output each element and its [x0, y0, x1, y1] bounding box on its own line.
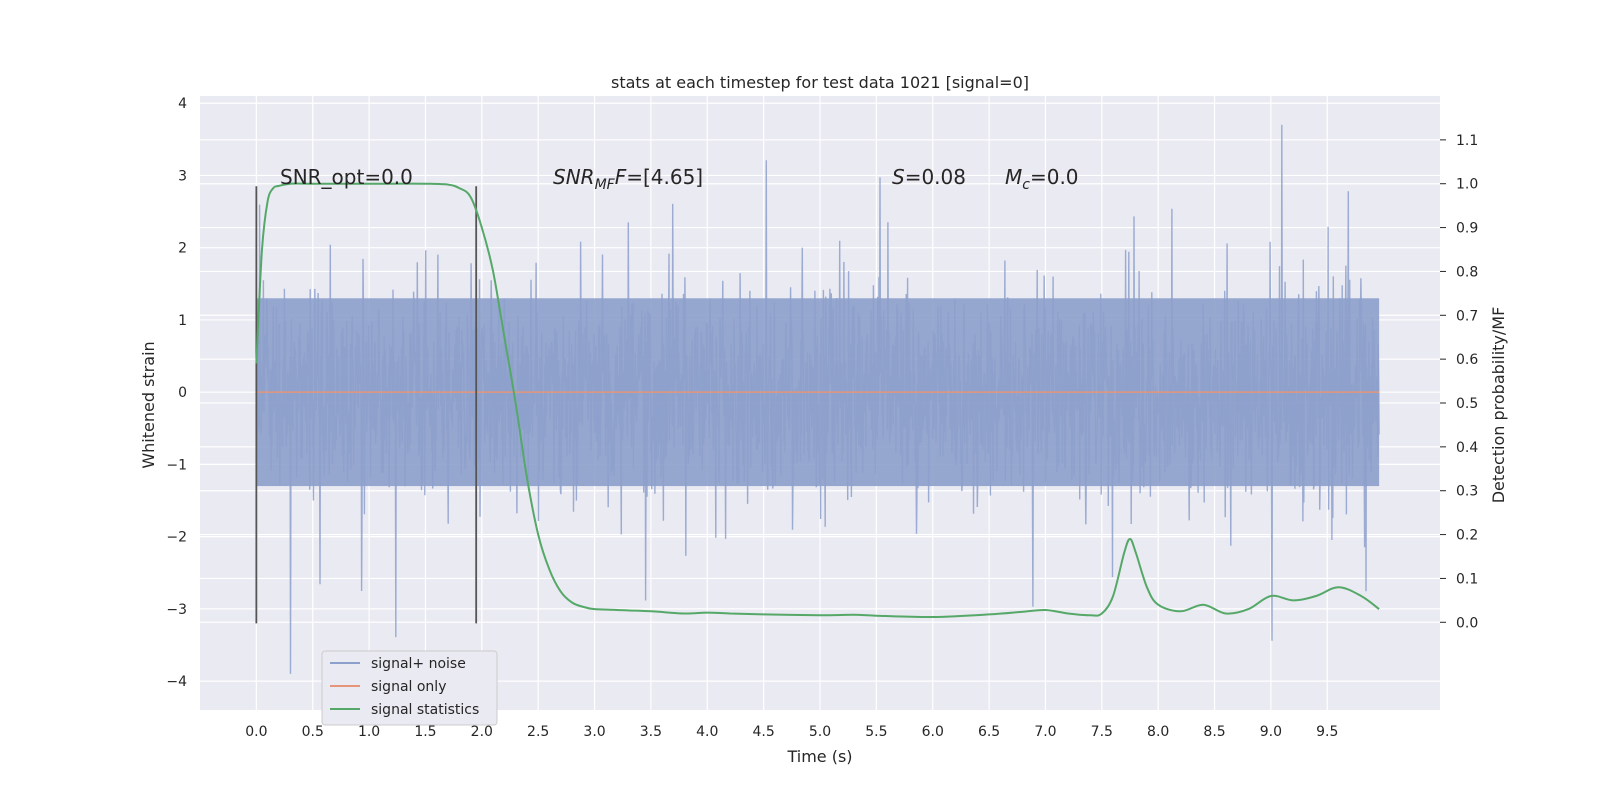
- chart-title: stats at each timestep for test data 102…: [611, 73, 1029, 92]
- x-tick-label: 2.0: [471, 724, 493, 740]
- y-left-tick-label: 0: [178, 385, 187, 401]
- x-tick-label: 4.5: [753, 724, 775, 740]
- annotation-mc: Mc=0.0: [1005, 165, 1079, 193]
- y-left-tick-label: −3: [166, 602, 187, 618]
- x-tick-label: 4.0: [696, 724, 718, 740]
- x-tick-label: 5.0: [809, 724, 831, 740]
- x-axis-label: Time (s): [786, 747, 852, 766]
- y-right-tick-label: 0.4: [1456, 440, 1478, 456]
- x-tick-label: 1.5: [414, 724, 436, 740]
- y-left-tick-label: 4: [178, 96, 187, 112]
- y-right-tick-label: 0.6: [1456, 352, 1478, 368]
- y-right-tick-labels: 1.1 1.0 0.9 0.8 0.7 0.6 0.5 0.4 0.3 0.2 0.1 0.0: [1440, 133, 1478, 631]
- y-left-tick-label: 1: [178, 313, 187, 329]
- x-tick-label: 9.5: [1316, 724, 1338, 740]
- x-tick-label: 8.5: [1203, 724, 1225, 740]
- annotation-snr-mf: SNRMFF=[4.65]: [553, 165, 703, 193]
- x-tick-label: 0.5: [302, 724, 324, 740]
- y-right-axis-label: Detection probability/MF: [1489, 307, 1508, 504]
- signal-statistics-line: [255, 182, 1380, 619]
- x-tick-label: 8.0: [1147, 724, 1169, 740]
- x-tick-label: 1.0: [358, 724, 380, 740]
- y-left-tick-label: 2: [178, 241, 187, 257]
- y-right-tick-label: 0.9: [1456, 221, 1478, 237]
- x-tick-label: 2.5: [527, 724, 549, 740]
- x-tick-labels: 0.0 0.5 1.0 1.5 2.0 2.5 3.0 3.5 4.0 4.5 5.0 5.5 6.0 6…: [245, 724, 1338, 740]
- y-left-tick-label: −1: [166, 457, 187, 473]
- y-left-axis-label: Whitened strain: [139, 341, 158, 468]
- x-tick-label: 3.5: [640, 724, 662, 740]
- x-tick-label: 0.0: [245, 724, 267, 740]
- annotation-s: S=0.08: [892, 165, 966, 189]
- x-tick-label: 7.5: [1091, 724, 1113, 740]
- y-right-tick-label: 0.0: [1456, 615, 1478, 631]
- y-left-tick-labels: 4 3 2 1 0 −1 −2 −3 −4: [166, 96, 187, 690]
- annotation-snr-opt: SNR_opt=0.0: [280, 165, 413, 189]
- legend: signal+ noise signal only signal statist…: [321, 650, 498, 726]
- y-right-tick-label: 0.5: [1456, 396, 1478, 412]
- y-right-tick-label: 1.0: [1456, 177, 1478, 193]
- y-right-tick-label: 0.7: [1456, 308, 1478, 324]
- legend-label-signal-noise: signal+ noise: [371, 656, 466, 672]
- x-tick-label: 6.5: [978, 724, 1000, 740]
- y-right-tick-label: 0.2: [1456, 528, 1478, 544]
- y-right-tick-label: 0.8: [1456, 264, 1478, 280]
- legend-label-signal-statistics: signal statistics: [371, 702, 479, 718]
- x-tick-label: 5.5: [865, 724, 887, 740]
- y-right-tick-label: 1.1: [1456, 133, 1478, 149]
- signal-noise-line: [255, 124, 1380, 674]
- legend-label-signal-only: signal only: [371, 679, 446, 695]
- x-tick-label: 7.0: [1034, 724, 1056, 740]
- x-tick-label: 6.0: [922, 724, 944, 740]
- legend-box: [321, 650, 498, 726]
- x-tick-label: 9.0: [1260, 724, 1282, 740]
- y-right-tick-label: 0.1: [1456, 571, 1478, 587]
- y-left-tick-label: −2: [166, 530, 187, 546]
- y-right-tick-label: 0.3: [1456, 484, 1478, 500]
- x-tick-label: 3.0: [583, 724, 605, 740]
- y-left-tick-label: 3: [178, 168, 187, 184]
- y-left-tick-label: −4: [166, 674, 187, 690]
